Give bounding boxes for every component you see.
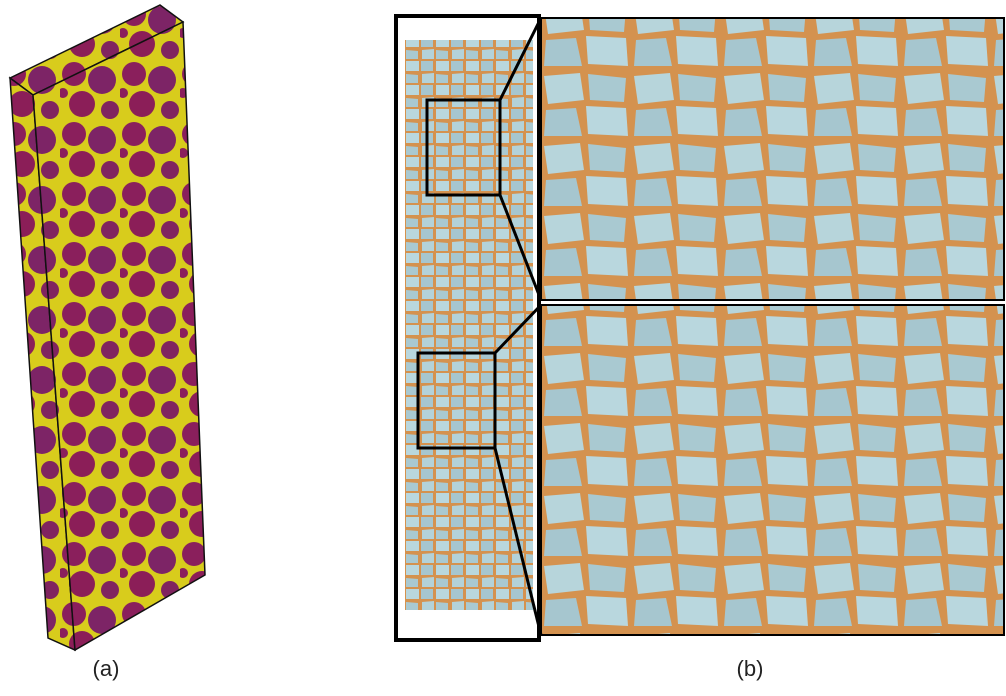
panel-b-image xyxy=(396,16,1004,640)
figure: (a) (b) xyxy=(0,0,1006,696)
panel-a-image xyxy=(10,5,205,650)
panel-label: (b) xyxy=(737,656,764,681)
panel-label: (a) xyxy=(93,656,120,681)
